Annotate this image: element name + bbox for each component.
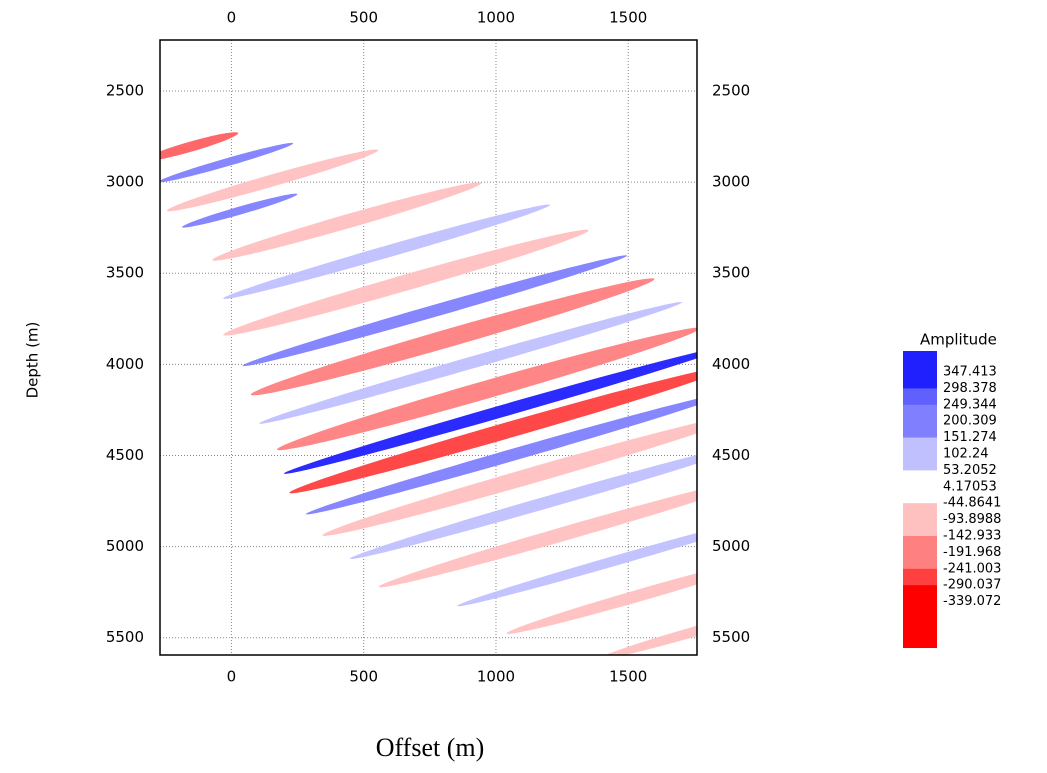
y-tick-label: 4000 (106, 355, 144, 373)
stripe (283, 346, 697, 474)
y-tick-label: 4500 (106, 446, 144, 464)
stripe (597, 603, 697, 655)
colorbar-swatch (903, 372, 937, 389)
x-tick-label: 1000 (477, 668, 515, 686)
colorbar-label: 298.378 (943, 381, 997, 396)
y-tick-label: 3000 (712, 173, 750, 191)
y-tick-label: 5000 (106, 537, 144, 555)
stripe (181, 193, 298, 228)
colorbar-label: -142.933 (943, 529, 1001, 544)
colorbar-swatch (903, 585, 937, 603)
colorbar-swatch (903, 388, 937, 406)
colorbar-swatch (903, 519, 937, 537)
y-tick-label: 4000 (712, 355, 750, 373)
colorbar-swatch (903, 454, 937, 471)
colorbar-swatch (903, 437, 937, 455)
stripe (242, 255, 628, 367)
stripe (457, 517, 697, 607)
stripe (223, 229, 589, 336)
grid (160, 40, 697, 655)
colorbar-label: -93.8988 (943, 512, 1001, 527)
y-tick-label: 4500 (712, 446, 750, 464)
stripe (349, 442, 697, 560)
x-tick-label: 1000 (477, 9, 515, 27)
stripe (506, 555, 697, 634)
stripe (289, 365, 697, 494)
colorbar-label: 347.413 (943, 365, 997, 380)
colorbar-swatch (903, 536, 937, 553)
stripe (250, 278, 655, 396)
y-tick-label: 3500 (106, 264, 144, 282)
x-tick-label: 500 (349, 9, 378, 27)
stripe (166, 149, 379, 212)
stripe (276, 327, 697, 451)
x-tick-label: 0 (227, 668, 237, 686)
x-tick-label: 0 (227, 9, 237, 27)
y-tick-label: 5500 (106, 628, 144, 646)
colorbar-label: 53.2052 (943, 463, 997, 478)
x-tick-label: 500 (349, 668, 378, 686)
colorbar-label: -191.968 (943, 545, 1001, 560)
stripe (223, 204, 551, 299)
colorbar-swatch (903, 601, 937, 648)
y-tick-label: 3500 (712, 264, 750, 282)
colorbar-label: 249.344 (943, 397, 997, 412)
colorbar-label: 200.309 (943, 414, 997, 429)
y-tick-label: 2500 (712, 82, 750, 100)
stripe (305, 392, 697, 515)
plot-frame (159, 39, 698, 656)
colorbar-swatch (903, 404, 937, 422)
colorbar-swatch (903, 421, 937, 439)
x-tick-label: 1500 (609, 668, 647, 686)
colorbar-label: -290.037 (943, 578, 1001, 593)
y-tick-label: 2500 (106, 82, 144, 100)
colorbar-swatch (903, 552, 937, 570)
stripe (322, 413, 697, 536)
y-tick-label: 5000 (712, 537, 750, 555)
y-tick-label: 5500 (712, 628, 750, 646)
colorbar-swatch (903, 503, 937, 521)
colorbar-label: -44.8641 (943, 496, 1001, 511)
colorbar-label: 102.24 (943, 447, 989, 462)
stripe (378, 476, 697, 588)
colorbar-swatch (903, 470, 937, 488)
y-axis-label: Depth (m) (24, 322, 42, 399)
colorbar-title: Amplitude (920, 331, 997, 349)
colorbar-swatch (903, 351, 937, 372)
x-tick-label: 1500 (609, 9, 647, 27)
colorbar-label: 151.274 (943, 430, 997, 445)
colorbar-label: 4.17053 (943, 479, 997, 494)
stripe (160, 142, 294, 183)
stripe (160, 132, 239, 162)
y-tick-label: 3000 (106, 173, 144, 191)
x-axis-label: Offset (m) (376, 733, 485, 762)
stripe (212, 182, 482, 261)
seismic-section (160, 132, 697, 655)
colorbar-swatch (903, 486, 937, 504)
colorbar-swatch (903, 568, 937, 586)
colorbar-label: -339.072 (943, 594, 1001, 609)
stripe (259, 301, 683, 424)
colorbar-label: -241.003 (943, 561, 1001, 576)
